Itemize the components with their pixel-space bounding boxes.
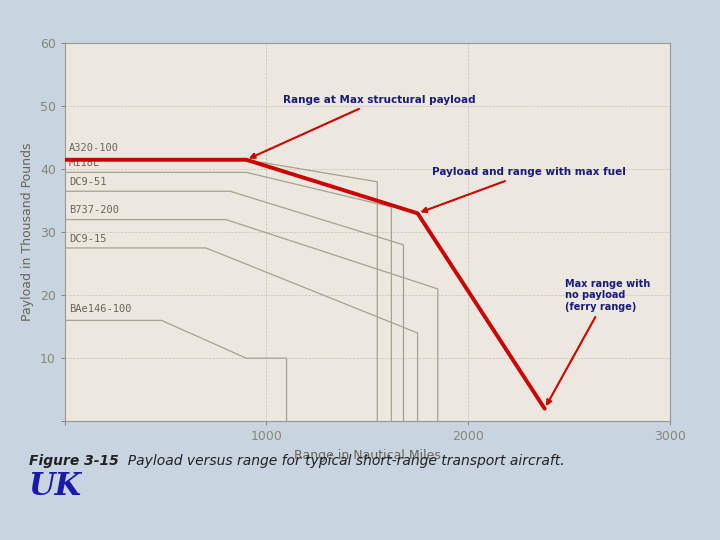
Text: Payload versus range for typical short-range transport aircraft.: Payload versus range for typical short-r… — [119, 454, 564, 468]
Y-axis label: Payload in Thousand Pounds: Payload in Thousand Pounds — [21, 143, 35, 321]
Text: B737-200: B737-200 — [69, 205, 119, 214]
Text: Payload and range with max fuel: Payload and range with max fuel — [423, 167, 626, 212]
Text: Max range with
no payload
(ferry range): Max range with no payload (ferry range) — [547, 279, 650, 404]
Text: Figure 3-15: Figure 3-15 — [29, 454, 119, 468]
Text: Range at Max structural payload: Range at Max structural payload — [251, 95, 475, 158]
X-axis label: Range in Nautical Miles: Range in Nautical Miles — [294, 449, 441, 462]
Text: M118L: M118L — [69, 158, 100, 168]
Text: DC9-15: DC9-15 — [69, 233, 107, 244]
Text: DC9-51: DC9-51 — [69, 177, 107, 187]
Text: A320-100: A320-100 — [69, 144, 119, 153]
Text: BAe146-100: BAe146-100 — [69, 304, 131, 314]
Text: UK: UK — [29, 471, 82, 502]
